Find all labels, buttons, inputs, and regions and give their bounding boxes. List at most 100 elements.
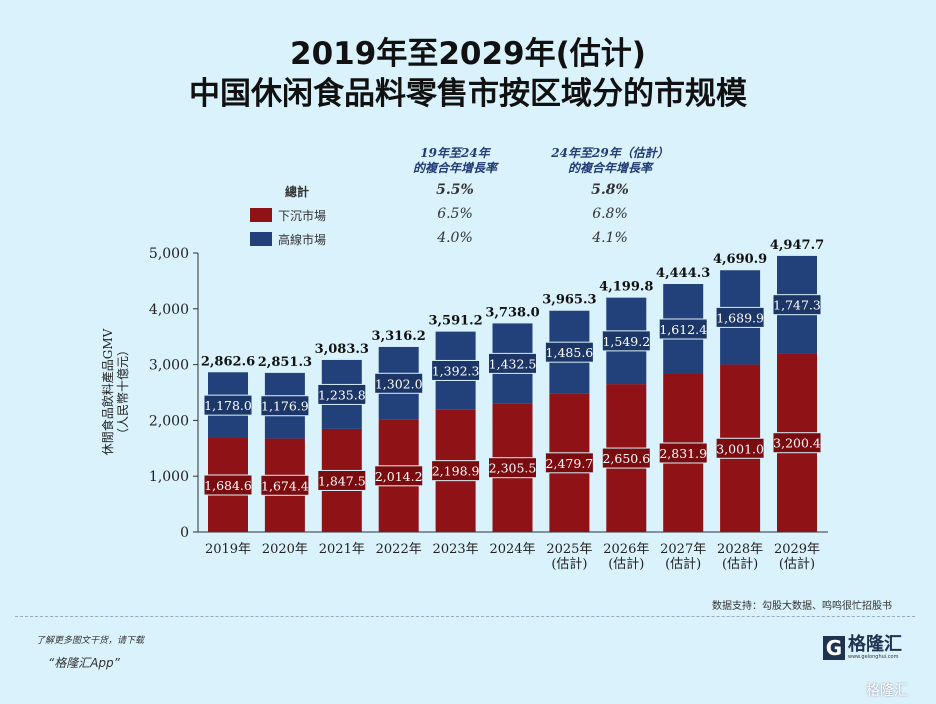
- chart-subtitle: 中国休闲食品料零售市按区域分的市规模: [189, 76, 747, 112]
- x-tick-label: 2025年: [546, 542, 592, 557]
- data-label-box: [203, 394, 253, 416]
- stacked-bar-chart: 0 1,000 2,000 3,000 4,000 5,000 休閒食品飲料產品GMV（人民…: [100, 238, 828, 572]
- data-label: 1,485.6: [546, 345, 594, 360]
- data-label-box: [658, 442, 708, 464]
- legend-swatch: [250, 208, 272, 222]
- y-tick-label: 4,000: [149, 302, 189, 318]
- x-tick-label: 2021年: [319, 542, 365, 557]
- total-label: 4,947.7: [770, 238, 824, 253]
- total-label: 2,851.3: [258, 355, 312, 370]
- data-label: 1,302.0: [375, 376, 423, 391]
- cagr-value: 4.1%: [592, 230, 628, 246]
- cagr-value: 5.8%: [591, 182, 629, 198]
- data-label-box: [601, 447, 651, 469]
- cagr-row-label: 下沉市場: [278, 209, 327, 223]
- watermark: 格隆汇: [866, 683, 908, 699]
- x-tick-label: 2019年: [205, 542, 251, 557]
- x-tick-label: (估計): [551, 556, 587, 572]
- data-label-box: [203, 474, 253, 496]
- total-label: 3,316.2: [372, 329, 426, 344]
- data-label-box: [601, 330, 651, 352]
- y-tick-label: 5,000: [149, 246, 189, 262]
- logo: G 格隆汇 www.gelonghui.com: [823, 636, 902, 660]
- total-label: 3,738.0: [485, 305, 539, 320]
- cagr-header-2: 24年至29年（估計） 的複合年增長率: [551, 146, 669, 175]
- total-label: 4,690.9: [713, 252, 767, 267]
- data-label: 1,432.5: [489, 356, 537, 371]
- data-label-box: [544, 452, 594, 474]
- data-label: 1,674.4: [261, 478, 309, 493]
- data-label: 1,549.2: [602, 334, 650, 349]
- data-label-box: [317, 383, 367, 405]
- x-tick-label: 2027年: [660, 542, 706, 557]
- data-label: 2,305.5: [489, 461, 537, 476]
- x-tick-label: 2026年: [603, 542, 649, 557]
- data-label: 1,847.5: [318, 473, 366, 488]
- x-tick-label: 2022年: [376, 542, 422, 557]
- y-axis-label: 休閒食品飲料產品GMV（人民幣十億元）: [100, 328, 130, 455]
- total-label: 4,199.8: [599, 280, 653, 295]
- data-label: 3,200.4: [773, 436, 821, 451]
- y-tick-label: 1,000: [149, 469, 189, 485]
- data-label-box: [772, 294, 822, 316]
- total-label: 3,591.2: [428, 314, 482, 329]
- data-label: 1,235.8: [318, 387, 366, 402]
- data-label-box: [658, 318, 708, 340]
- data-label-box: [488, 457, 537, 479]
- total-label: 4,444.3: [656, 266, 710, 281]
- cagr-row-label: 總計: [285, 185, 310, 199]
- data-label-box: [260, 474, 310, 496]
- data-label: 2,014.2: [375, 469, 423, 484]
- cagr-value: 4.0%: [437, 230, 473, 246]
- data-label-box: [715, 437, 765, 459]
- data-label-box: [488, 352, 537, 374]
- logo-url: www.gelonghui.com: [848, 654, 899, 660]
- y-tick-label: 0: [180, 525, 189, 541]
- data-label: 2,650.6: [602, 451, 650, 466]
- data-label-box: [715, 306, 765, 328]
- source-note: 数据支持：勾股大数据、鸣鸣很忙招股书: [712, 601, 892, 612]
- x-tick-label: 2029年: [774, 542, 820, 557]
- x-tick-label: (估計): [722, 556, 758, 572]
- data-label: 2,831.9: [659, 446, 707, 461]
- x-tick-label: (估計): [779, 556, 815, 572]
- data-label-box: [374, 465, 424, 487]
- data-label-box: [317, 469, 367, 491]
- x-tick-label: 2023年: [433, 542, 479, 557]
- cagr-row-label: 高線市場: [278, 233, 327, 247]
- cagr-value: 5.5%: [436, 182, 474, 198]
- total-label: 2,862.6: [201, 354, 255, 369]
- total-label: 3,083.3: [315, 342, 369, 357]
- x-tick-label: (估計): [608, 556, 644, 572]
- cagr-header-1: 19年至24年 的複合年增長率: [412, 146, 497, 175]
- data-label-box: [772, 432, 822, 454]
- data-label: 1,747.3: [773, 298, 821, 313]
- data-label-box: [544, 341, 594, 363]
- data-label: 1,612.4: [659, 322, 707, 337]
- y-tick-label: 2,000: [149, 413, 189, 429]
- data-label: 3,001.0: [716, 441, 764, 456]
- data-label: 1,176.9: [261, 399, 309, 414]
- x-tick-label: (估計): [665, 556, 701, 572]
- x-tick-label: 2024年: [489, 542, 535, 557]
- cagr-value: 6.5%: [437, 206, 473, 222]
- chart-title: 2019年至2029年(估计): [290, 36, 646, 72]
- data-label: 2,479.7: [546, 456, 594, 471]
- total-label: 3,965.3: [542, 293, 596, 308]
- x-tick-label: 2028年: [717, 542, 763, 557]
- logo-g-icon: G: [823, 636, 845, 660]
- promo-text: 了解更多图文干货，请下载: [36, 636, 145, 646]
- data-label-box: [431, 460, 481, 482]
- data-label-box: [260, 395, 310, 417]
- y-tick-label: 3,000: [149, 358, 189, 374]
- data-label: 2,198.9: [432, 464, 480, 479]
- data-label-box: [431, 359, 481, 381]
- logo-text: 格隆汇: [848, 634, 902, 655]
- x-tick-label: 2020年: [262, 542, 308, 557]
- cagr-value: 6.8%: [592, 206, 628, 222]
- data-label: 1,178.0: [204, 398, 252, 413]
- data-label: 1,689.9: [716, 310, 764, 325]
- data-label: 1,392.3: [432, 363, 480, 378]
- promo-app: “格隆汇App”: [48, 656, 120, 670]
- legend-swatch: [250, 232, 272, 246]
